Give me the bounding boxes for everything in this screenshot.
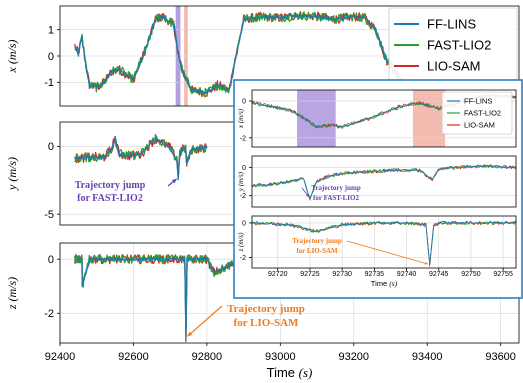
y-axis-label: x (m/s) [237, 108, 245, 129]
legend-label: FF-LINS [464, 97, 492, 106]
annotation-text: for LIO-SAM [296, 247, 338, 255]
series-group [74, 134, 208, 181]
x-axis-label: Time (s) [371, 279, 398, 288]
annotation-arrow [346, 240, 428, 265]
x-tick-label: 92735 [365, 271, 385, 278]
annotation: Trajectory jump for LIO-SAM [292, 237, 428, 265]
x-tick-label: 93000 [265, 351, 296, 363]
y-tick-label: -2 [240, 255, 246, 262]
y-tick-label: 0 [242, 165, 246, 172]
annotation-arrowhead [187, 331, 193, 337]
highlight-band-1 [412, 90, 446, 147]
annotation-text: Trajectory jump [311, 184, 361, 192]
legend-label: LIO-SAM [464, 121, 495, 130]
annotation-arrowhead [306, 193, 309, 197]
legend-label: FAST-LIO2 [464, 109, 501, 118]
annotation-text: Trajectory jump [292, 237, 342, 245]
y-tick-label: 0 [48, 51, 54, 63]
y-tick-label: -2 [240, 135, 246, 142]
y-tick-label: 0 [242, 220, 246, 227]
series-group [252, 164, 516, 201]
panel-inset-x: 0 -2 x (m/s) FF-LINS FAST-LIO2 LIO-SAM [237, 89, 517, 148]
y-axis-label: y (m/s) [237, 171, 245, 192]
legend-label: FAST-LIO2 [427, 38, 491, 53]
x-tick-label: 92800 [192, 351, 223, 363]
annotation-text: Trajectory jump [227, 303, 305, 315]
series-line-ff-lins [74, 136, 208, 180]
plot-frame [251, 155, 517, 208]
x-axis-label: Time (s) [267, 365, 313, 380]
legend-box [441, 91, 513, 135]
series-line-lio-sam [252, 164, 516, 201]
x-tick-label: 92730 [332, 271, 352, 278]
y-axis-label: y (m/s) [5, 157, 19, 191]
annotation: Trajectory jump for FAST-LIO2 [301, 184, 361, 202]
annotation-text: for FAST-LIO2 [77, 193, 143, 204]
legend-label: LIO-SAM [427, 59, 480, 74]
legend: FF-LINS FAST-LIO2 LIO-SAM [388, 7, 518, 81]
y-tick-label: -2 [44, 308, 54, 320]
x-tick-label: 92740 [397, 271, 417, 278]
annotation-arrow [187, 305, 223, 337]
series-line-ff-lins [252, 165, 516, 199]
x-tick-label: 92720 [268, 271, 288, 278]
y-tick-label: 0 [48, 254, 54, 266]
x-tick-label: 92745 [429, 271, 449, 278]
x-tick-label: 92725 [300, 271, 320, 278]
x-tick-label: 93400 [412, 351, 443, 363]
legend-label: FF-LINS [427, 17, 476, 32]
plot-frame [251, 89, 517, 148]
panel-inset-y: 0 -2y (m/s) Trajectory jump for FAST-LIO2 [237, 155, 517, 208]
annotation-text: for FAST-LIO2 [313, 194, 359, 202]
x-tick-label: 93600 [485, 351, 516, 363]
y-tick-label: -1 [44, 77, 54, 89]
x-tick-label: 92400 [45, 351, 76, 363]
y-tick-label: 0 [242, 98, 246, 105]
legend: FF-LINS FAST-LIO2 LIO-SAM [441, 91, 513, 135]
y-axis-label: z (m/s) [5, 277, 19, 310]
annotation: Trajectory jump for LIO-SAM [187, 303, 305, 337]
annotation-text: for LIO-SAM [234, 317, 299, 329]
y-tick-label: -2 [240, 193, 246, 200]
series-group [252, 220, 516, 267]
y-axis-label: x (m/s) [5, 40, 19, 74]
x-tick-label: 92750 [461, 271, 481, 278]
x-tick-label: 92600 [118, 351, 149, 363]
y-axis-label: z (m/s) [237, 232, 245, 253]
y-tick-label: 0 [48, 141, 54, 153]
x-tick-label: 93200 [338, 351, 369, 363]
x-tick-label: 92755 [493, 271, 513, 278]
annotation: Trajectory jump for FAST-LIO2 [75, 178, 178, 204]
y-tick-label: 1 [48, 25, 54, 37]
plot-frame [251, 215, 517, 269]
y-tick-label: -5 [44, 209, 54, 221]
annotation-arrowhead [171, 178, 177, 184]
series-line-ff-lins [252, 221, 516, 265]
panel-inset-z: 0 -2 92720 92725 92730 92735 92740 92745 92750 92… [237, 215, 517, 288]
annotation-arrowhead [424, 261, 428, 265]
annotation-text: Trajectory jump [75, 180, 146, 191]
